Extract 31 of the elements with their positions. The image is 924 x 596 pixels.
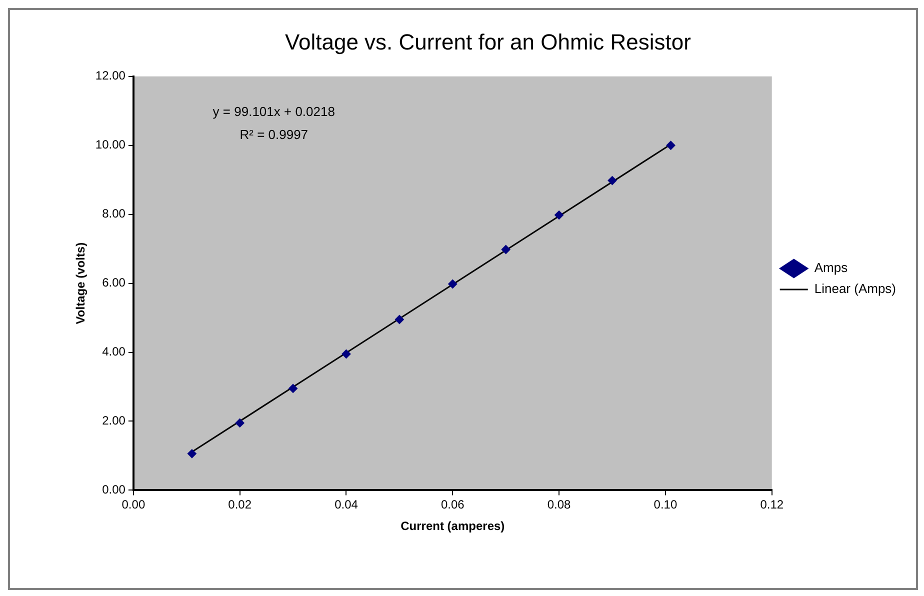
point <box>501 245 510 254</box>
point <box>235 418 244 428</box>
y-axis-title: Voltage (volts) <box>74 242 88 324</box>
point <box>608 176 617 186</box>
x-tick-label: 0.06 <box>440 498 465 512</box>
point <box>342 349 351 358</box>
x-tick-label: 0.12 <box>760 498 784 512</box>
x-tick-label: 0.00 <box>122 498 146 512</box>
y-tick-label: 12.00 <box>95 68 126 83</box>
chart-title: Voltage vs. Current for an Ohmic Resistor <box>285 29 691 54</box>
y-tick-label: 0.00 <box>102 482 126 497</box>
x-tick-label: 0.02 <box>228 498 252 512</box>
x-tick-label: 0.08 <box>547 498 572 512</box>
point <box>666 140 676 150</box>
point <box>288 384 298 393</box>
y-tick-label: 6.00 <box>102 276 126 290</box>
point <box>554 210 564 220</box>
point <box>448 279 458 288</box>
point <box>187 449 196 458</box>
y-tick-label: 8.00 <box>102 206 126 221</box>
point <box>394 315 404 324</box>
legend-label: Amps <box>814 260 848 276</box>
legend-label: Linear (Amps) <box>814 281 896 296</box>
y-tick-label: 2.00 <box>102 414 126 428</box>
x-tick-label: 0.04 <box>334 498 358 512</box>
x-tick-label: 0.10 <box>654 498 678 512</box>
x-axis-title: Current (amperes) <box>400 519 505 534</box>
annotation: y = 99.101x + 0.0218 <box>212 104 335 119</box>
y-tick-label: 10.00 <box>95 138 126 152</box>
y-tick-label: 4.00 <box>102 344 126 359</box>
annotation: R² = 0.9997 <box>240 126 308 142</box>
